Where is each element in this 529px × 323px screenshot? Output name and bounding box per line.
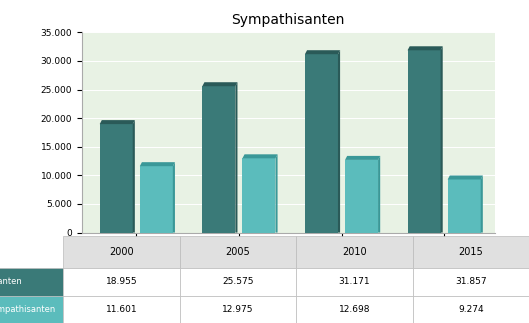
Polygon shape: [441, 46, 443, 233]
Polygon shape: [345, 156, 380, 160]
Polygon shape: [242, 154, 278, 158]
Polygon shape: [338, 50, 340, 233]
Polygon shape: [378, 156, 380, 233]
Bar: [242, 158, 276, 233]
Polygon shape: [276, 154, 278, 233]
Bar: [345, 160, 378, 233]
Polygon shape: [407, 46, 443, 50]
Polygon shape: [202, 82, 238, 86]
Polygon shape: [448, 175, 483, 180]
Polygon shape: [99, 120, 135, 124]
Bar: [407, 50, 441, 233]
Title: Sympathisanten: Sympathisanten: [232, 13, 345, 27]
Polygon shape: [235, 82, 238, 233]
Bar: [202, 86, 235, 233]
Polygon shape: [481, 175, 483, 233]
Polygon shape: [173, 162, 175, 233]
Bar: [448, 180, 481, 233]
Polygon shape: [305, 50, 340, 54]
Bar: [140, 166, 173, 233]
Polygon shape: [133, 120, 135, 233]
Bar: [99, 124, 133, 233]
Bar: [305, 54, 338, 233]
Polygon shape: [140, 162, 175, 166]
